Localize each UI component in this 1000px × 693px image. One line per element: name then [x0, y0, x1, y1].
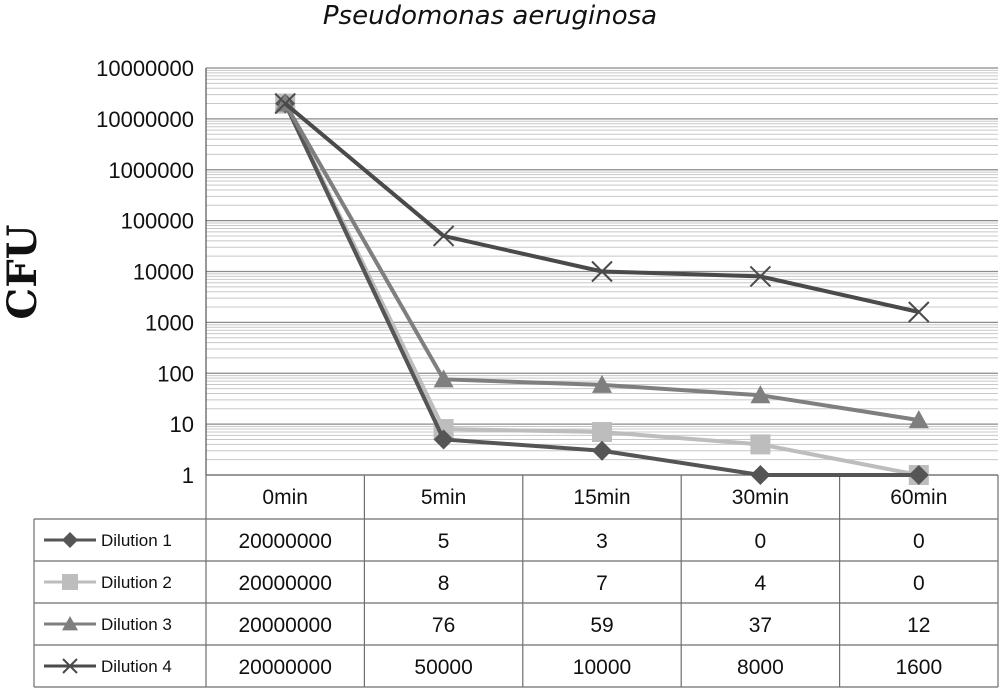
- table-cell: 1600: [895, 656, 942, 679]
- table-cell: 20000000: [238, 530, 331, 553]
- table-cell: 50000: [414, 656, 472, 679]
- data-point: [274, 92, 296, 115]
- data-point: [750, 385, 771, 404]
- y-axis-label: CFU: [0, 224, 46, 319]
- data-point: [432, 225, 455, 247]
- legend-entry: Dilution 4: [44, 657, 172, 676]
- table-cell: 0: [913, 572, 925, 595]
- data-point: [750, 434, 771, 455]
- data-point: [62, 574, 78, 590]
- table-cell: 0: [913, 530, 925, 553]
- data-point: [62, 532, 78, 548]
- legend-label: Dilution 1: [101, 531, 172, 550]
- table-cell: 59: [590, 614, 613, 637]
- table-cell: 5: [438, 530, 450, 553]
- data-point: [591, 260, 613, 283]
- table-cell: 12: [907, 614, 930, 637]
- data-point: [433, 369, 454, 388]
- y-tick-label: 10000: [133, 260, 194, 285]
- table-cell: 76: [432, 614, 455, 637]
- x-category-label: 15min: [573, 486, 630, 509]
- data-point: [62, 658, 78, 674]
- y-tick-label: 1000000: [108, 158, 194, 183]
- data-point: [749, 265, 772, 288]
- y-tick-label: 1: [182, 463, 194, 488]
- data-point: [750, 465, 771, 485]
- table-cell: 8000: [737, 656, 784, 679]
- legend-label: Dilution 2: [101, 573, 172, 592]
- table-cell: 7: [596, 572, 608, 595]
- y-tick-label: 100000: [121, 209, 194, 234]
- data-table: 0min 5min 15min 30min 60min Dilution 1 2000000…: [33, 474, 999, 688]
- legend-label: Dilution 3: [101, 615, 172, 634]
- y-tick-labels: 1 10 100 1000 10000 100000 1000000 10000000 1000…: [96, 56, 194, 488]
- data-point: [592, 422, 612, 443]
- series-line: [283, 102, 920, 314]
- table-cell: 37: [749, 614, 772, 637]
- data-point: [908, 465, 929, 485]
- data-point: [592, 374, 612, 393]
- data-point: [908, 301, 930, 323]
- data-point: [62, 616, 78, 631]
- y-tick-label: 1000: [145, 310, 194, 335]
- y-tick-label: 10000000: [96, 107, 194, 132]
- table-cell: 4: [755, 572, 767, 595]
- table-cell: 0: [755, 530, 767, 553]
- data-point: [592, 440, 612, 461]
- y-tick-label: 100: [157, 361, 194, 386]
- x-category-label: 0min: [262, 486, 308, 509]
- y-tick-label: 10: [170, 412, 194, 437]
- legend-entry: Dilution 2: [44, 573, 172, 592]
- table-cell: 10000: [573, 656, 631, 679]
- series-line: [283, 102, 920, 423]
- legend-label: Dilution 4: [101, 657, 172, 676]
- data-point: [433, 419, 454, 440]
- x-category-label: 60min: [890, 486, 947, 509]
- y-tick-label: 10000000: [96, 56, 194, 81]
- table-cell: 8: [438, 572, 450, 595]
- series-lines: [274, 92, 930, 485]
- table-cell: 20000000: [238, 656, 331, 679]
- legend-entry: Dilution 3: [44, 615, 172, 634]
- x-category-label: 30min: [732, 486, 789, 509]
- data-point: [908, 410, 929, 429]
- table-cell: 20000000: [238, 572, 331, 595]
- chart-title: Pseudomonas aeruginosa: [323, 1, 657, 31]
- legend-entry: Dilution 1: [44, 531, 172, 550]
- data-point: [433, 429, 454, 450]
- table-cell: 3: [596, 530, 608, 553]
- table-cell: 20000000: [238, 614, 331, 637]
- x-category-label: 5min: [421, 486, 467, 509]
